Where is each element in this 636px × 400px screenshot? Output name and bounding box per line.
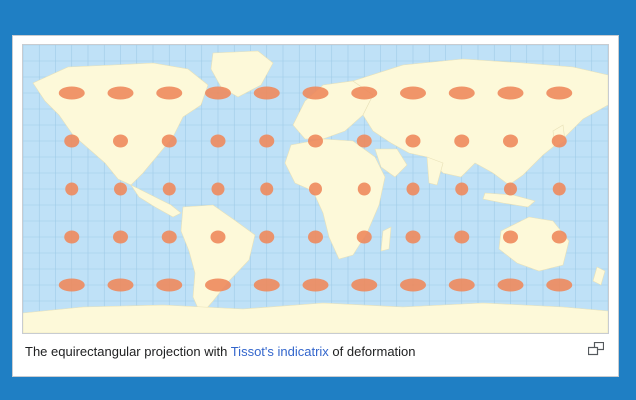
tissot-ellipse — [253, 278, 280, 292]
central-america — [130, 184, 182, 218]
tissot-ellipse — [497, 278, 524, 292]
tissot-ellipse — [454, 230, 470, 244]
arabia — [374, 148, 408, 178]
enlarge-icon[interactable] — [587, 341, 605, 356]
australia — [498, 216, 570, 272]
tissot-ellipse — [260, 182, 274, 196]
tissot-ellipse — [253, 86, 280, 100]
figure-caption: The equirectangular projection with Tiss… — [25, 344, 585, 359]
tissot-ellipse — [58, 86, 85, 100]
tissot-ellipse — [65, 182, 79, 196]
tissot-ellipse — [502, 134, 519, 148]
tissot-ellipse — [114, 182, 127, 196]
map-canvas — [23, 45, 608, 333]
tissot-ellipse — [112, 230, 129, 244]
tissot-ellipse — [205, 278, 231, 292]
tissot-ellipse — [502, 230, 519, 244]
tissot-ellipse — [211, 182, 225, 196]
tissot-ellipse — [400, 86, 426, 100]
tissot-ellipse — [552, 182, 566, 196]
tissot-ellipse — [454, 134, 470, 148]
tissot-indicatrix-layer — [58, 86, 573, 292]
tissot-ellipse — [357, 182, 371, 196]
tissot-ellipse — [259, 134, 275, 148]
tissot-ellipse — [112, 134, 129, 148]
india — [426, 156, 444, 186]
tissot-ellipse — [205, 86, 231, 100]
tissot-ellipse — [551, 134, 567, 148]
caption-prefix: The equirectangular projection with — [25, 344, 231, 359]
tissot-ellipse — [405, 134, 421, 148]
caption-suffix: of deformation — [328, 344, 416, 359]
tissot-ellipse — [161, 230, 177, 244]
tissot-ellipse — [504, 182, 517, 196]
tissot-ellipse — [64, 230, 80, 244]
tissot-ellipse — [309, 182, 322, 196]
tissot-ellipse — [210, 230, 226, 244]
tissot-ellipse — [307, 230, 324, 244]
tissot-ellipse — [161, 134, 177, 148]
tissot-ellipse — [546, 86, 573, 100]
tissot-ellipse — [351, 278, 378, 292]
tissot-ellipse — [351, 86, 378, 100]
tissot-ellipse — [64, 134, 80, 148]
new-zealand — [592, 266, 606, 286]
tissot-ellipse — [156, 86, 183, 100]
figure-card: The equirectangular projection with Tiss… — [12, 35, 619, 377]
tissot-ellipse — [356, 134, 372, 148]
tissot-ellipse — [448, 278, 475, 292]
tissot-ellipse — [210, 134, 226, 148]
south-america — [180, 204, 256, 316]
tissot-ellipse — [455, 182, 469, 196]
tissot-ellipse — [400, 278, 426, 292]
tissot-ellipse — [302, 86, 329, 100]
tissot-ellipse — [551, 230, 567, 244]
tissot-ellipse — [356, 230, 372, 244]
tissot-ellipse — [406, 182, 420, 196]
antarctica — [23, 302, 608, 333]
tissot-ellipse — [58, 278, 85, 292]
tissot-ellipse — [448, 86, 475, 100]
tissot-ellipse — [546, 278, 573, 292]
madagascar — [380, 226, 392, 252]
tissot-indicatrix-link[interactable]: Tissot's indicatrix — [230, 344, 329, 359]
tissot-ellipse — [107, 86, 134, 100]
tissot-ellipse — [259, 230, 275, 244]
tissot-ellipse — [156, 278, 183, 292]
tissot-ellipse — [162, 182, 176, 196]
tissot-ellipse — [307, 134, 324, 148]
tissot-ellipse — [497, 86, 524, 100]
greenland — [210, 50, 274, 98]
world-map[interactable] — [22, 44, 609, 334]
tissot-ellipse — [107, 278, 134, 292]
tissot-ellipse — [302, 278, 329, 292]
tissot-ellipse — [405, 230, 421, 244]
